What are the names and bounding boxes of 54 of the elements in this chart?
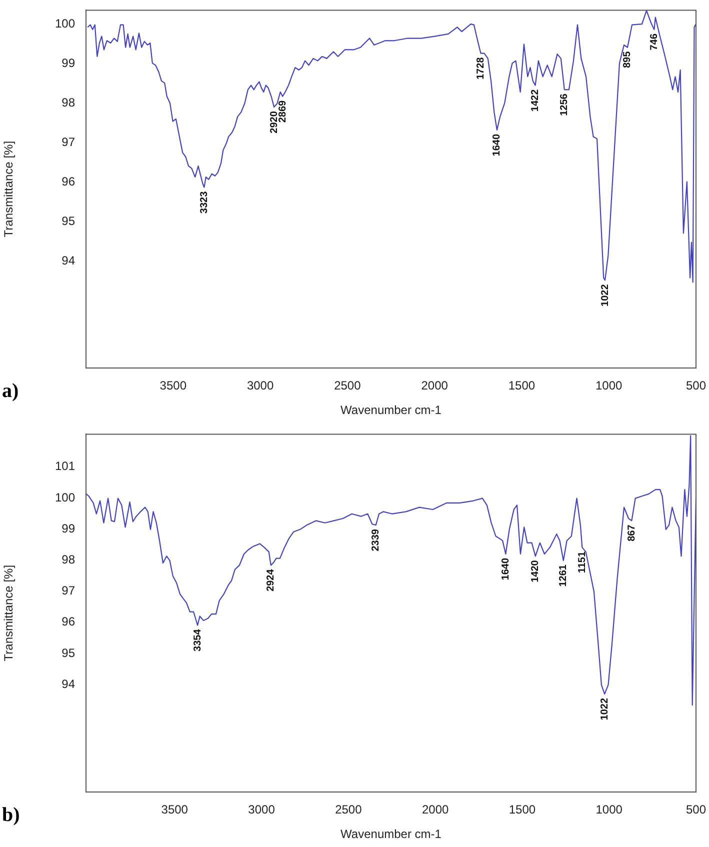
annotation: 1022	[600, 284, 611, 306]
y-tick-label: 98	[62, 95, 76, 110]
x-tick-label: 500	[686, 378, 706, 393]
y-tick-label: 95	[62, 646, 76, 660]
text: b)	[2, 804, 20, 827]
x-tick-label: 1500	[508, 378, 536, 393]
y-tick-label: 94	[62, 676, 76, 691]
y-tick-label: 100	[54, 16, 76, 30]
annotation: 2924	[266, 568, 277, 592]
x-axis-title: Wavenumber cm-1	[340, 403, 442, 418]
y-tick-label: 100	[54, 490, 76, 504]
annotation: 1640	[500, 558, 512, 580]
y-tick-label: 96	[62, 614, 76, 629]
x-tick-label: 1000	[596, 802, 623, 817]
x-tick-label: 3000	[248, 802, 276, 817]
annotation: 2339	[370, 528, 382, 552]
y-tick-label: 97	[62, 134, 76, 149]
x-tick-label: 500	[686, 802, 706, 817]
x-tick-label: 2500	[334, 378, 362, 393]
x-tick-label: 3500	[161, 802, 188, 817]
x-tick-label: 2000	[421, 378, 448, 393]
annotation: 867	[626, 524, 638, 542]
annotation: 746	[648, 33, 660, 50]
annotation: 1256	[559, 93, 570, 116]
y-tick-label: 99	[62, 56, 76, 70]
x-tick-label: 1500	[508, 802, 536, 817]
annotation: 3354	[192, 628, 204, 652]
annotation: 1261	[558, 564, 570, 587]
annotation: 1640	[492, 134, 503, 156]
y-tick-label: 94	[62, 254, 76, 268]
y-axis-title: Transmittance [%]	[2, 564, 16, 662]
x-tick-label: 2000	[422, 802, 449, 817]
annotation: 1420	[530, 560, 542, 582]
x-tick-label: 1000	[595, 378, 623, 393]
annotation: 1151	[576, 551, 588, 574]
annotation: 2920	[268, 110, 280, 134]
annotation: 895	[622, 50, 634, 68]
x-tick-label: 3000	[246, 378, 274, 393]
text: a)	[2, 380, 19, 403]
x-tick-label: 2500	[335, 802, 362, 817]
annotation: 1728	[476, 56, 486, 80]
annotation: 1022	[599, 698, 610, 720]
annotation: 2869	[277, 100, 288, 123]
x-tick-label: 3500	[160, 378, 187, 393]
y-tick-label: 99	[62, 521, 76, 536]
y-tick-label: 98	[62, 552, 76, 567]
y-tick-label: 95	[62, 214, 76, 228]
y-tick-label: 97	[62, 584, 76, 598]
y-tick-label: 101	[54, 459, 76, 474]
x-axis-title: Wavenumber cm-1	[340, 827, 442, 842]
y-axis-title: Transmittance [%]	[2, 140, 16, 238]
annotation: 1422	[530, 88, 542, 112]
y-tick-label: 96	[62, 174, 76, 188]
annotation: 3323	[198, 190, 210, 214]
